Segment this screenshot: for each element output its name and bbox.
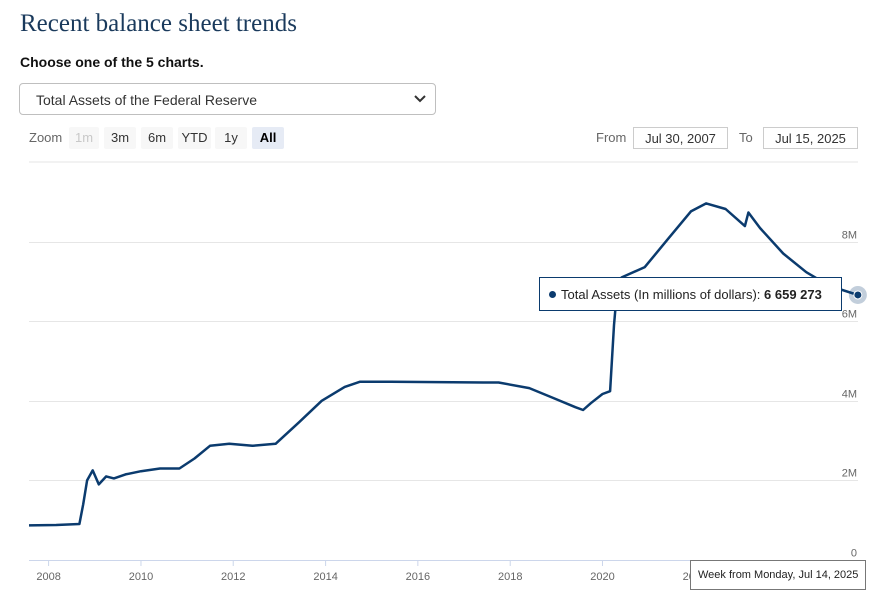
hover-point — [853, 290, 863, 300]
zoom-1m-button[interactable]: 1m — [69, 127, 99, 149]
tooltip-text: Total Assets (In millions of dollars): 6… — [561, 287, 822, 302]
page-title: Recent balance sheet trends — [20, 10, 297, 37]
chart-chooser-heading: Choose one of the 5 charts. — [20, 54, 204, 70]
y-tick-label: 6M — [842, 309, 857, 321]
zoom-1y-button[interactable]: 1y — [215, 127, 247, 149]
zoom-all-button[interactable]: All — [252, 127, 284, 149]
x-tick-label: 2018 — [498, 571, 522, 583]
zoom-3m-button[interactable]: 3m — [104, 127, 136, 149]
x-axis-tooltip: Week from Monday, Jul 14, 2025 — [690, 560, 866, 590]
zoom-ytd-button[interactable]: YTD — [178, 127, 211, 149]
y-tick-label: 0 — [851, 548, 857, 560]
series-dot-icon — [549, 291, 556, 298]
range-to-input[interactable]: Jul 15, 2025 — [763, 127, 858, 149]
range-to-label: To — [739, 130, 753, 145]
y-tick-label: 2M — [842, 468, 857, 480]
chart-select-value: Total Assets of the Federal Reserve — [36, 92, 257, 108]
y-tick-label: 4M — [842, 389, 857, 401]
x-tick-label: 2020 — [590, 571, 614, 583]
y-tick-label: 8M — [842, 230, 857, 242]
x-tick-label: 2016 — [406, 571, 430, 583]
series-line-total-assets — [28, 202, 859, 527]
tooltip-value: 6 659 273 — [764, 287, 822, 302]
zoom-6m-button[interactable]: 6m — [141, 127, 173, 149]
x-tick-label: 2010 — [129, 571, 153, 583]
x-tick-label: 2014 — [313, 571, 337, 583]
series-tooltip: Total Assets (In millions of dollars): 6… — [539, 277, 842, 311]
chart-select[interactable]: Total Assets of the Federal Reserve — [19, 83, 436, 115]
tooltip-series-label: Total Assets (In millions of dollars): — [561, 287, 761, 302]
chevron-down-icon — [414, 95, 426, 103]
x-tick-label: 2012 — [221, 571, 245, 583]
range-from-input[interactable]: Jul 30, 2007 — [633, 127, 728, 149]
zoom-label: Zoom — [29, 130, 63, 145]
range-from-label: From — [596, 130, 627, 145]
x-tick-label: 2008 — [36, 571, 60, 583]
